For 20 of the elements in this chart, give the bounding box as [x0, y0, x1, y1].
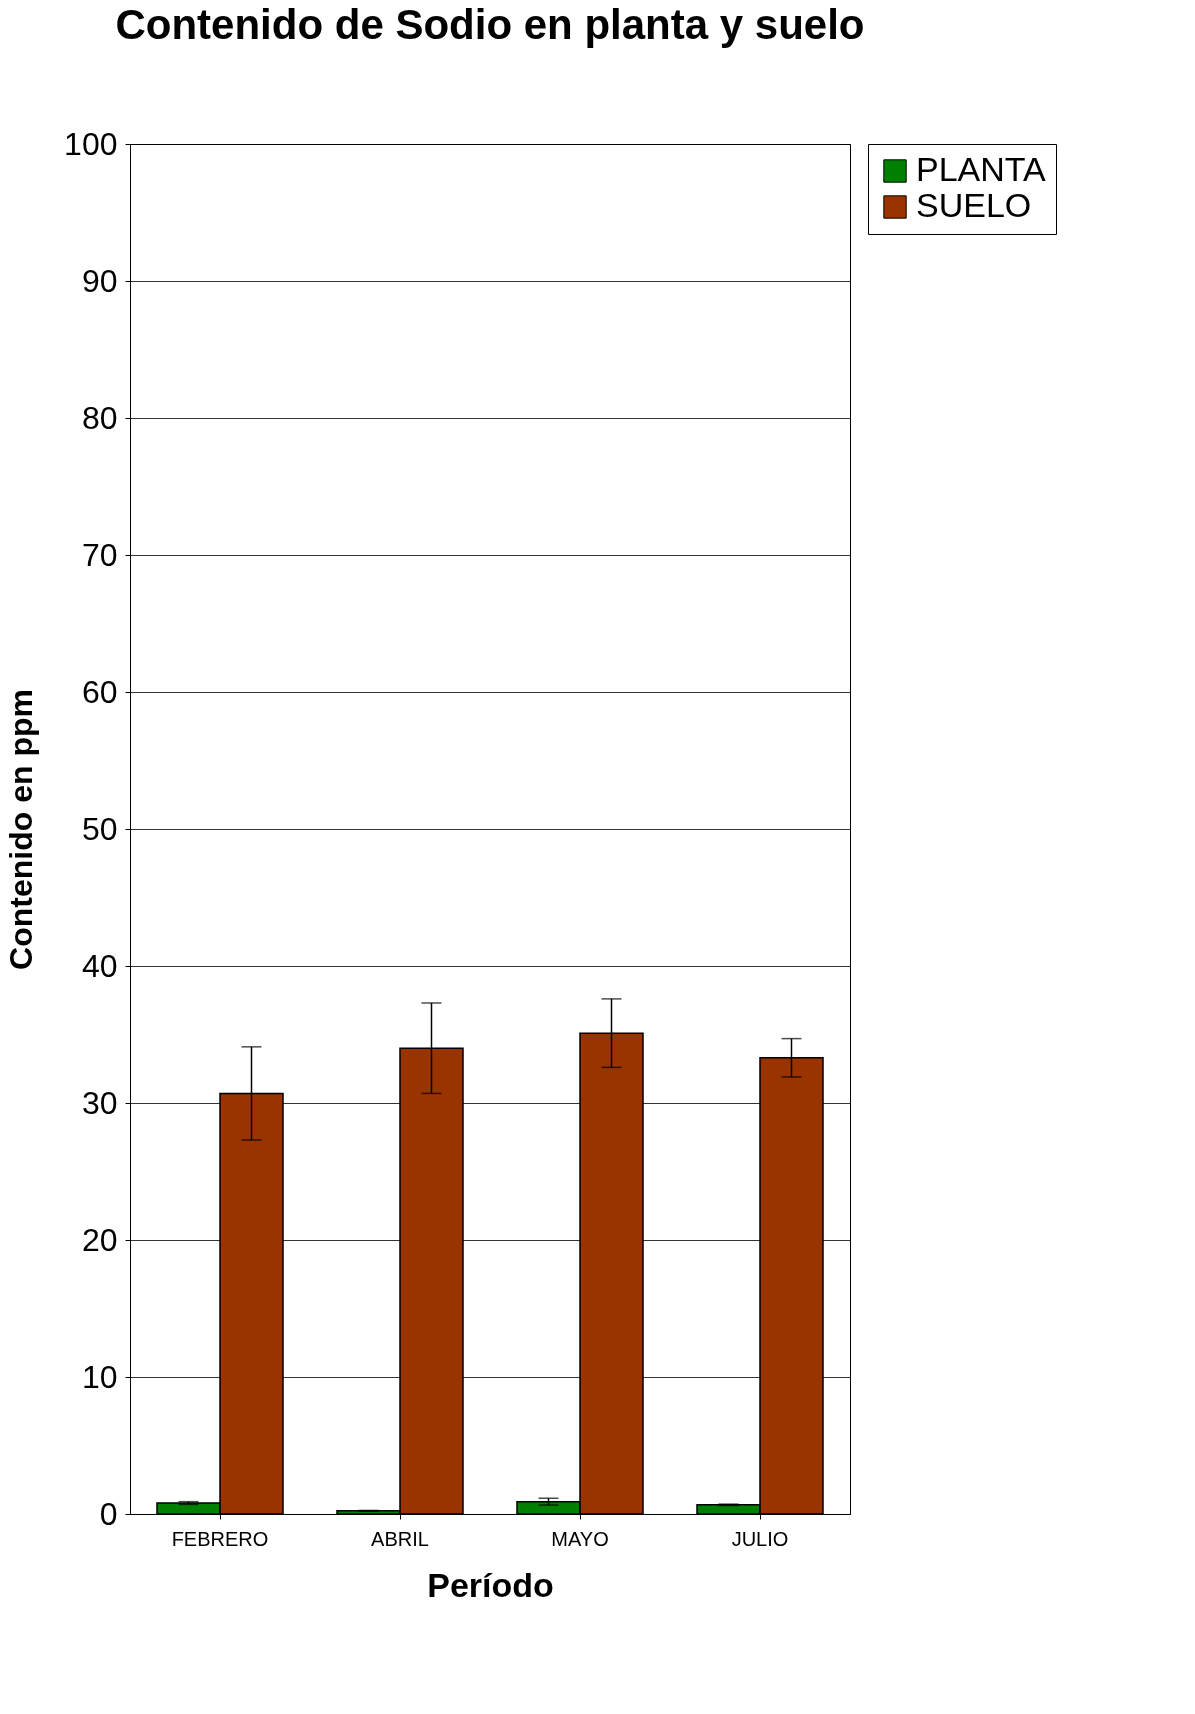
y-axis-title: Contenido en ppm — [3, 689, 40, 970]
y-tick-label: 60 — [81, 673, 118, 710]
y-tick-label: 100 — [64, 125, 118, 162]
legend-label: SUELO — [916, 186, 1032, 224]
x-tick-label: MAYO — [551, 1527, 609, 1550]
x-tick-label: FEBRERO — [171, 1527, 269, 1550]
y-tick-label: 30 — [81, 1084, 118, 1121]
y-tick-label: 50 — [81, 810, 118, 847]
y-tick-label: 40 — [81, 947, 118, 984]
y-tick-label: 10 — [81, 1358, 118, 1395]
legend-label: PLANTA — [916, 150, 1047, 188]
y-tick-label: 70 — [81, 536, 118, 573]
y-tick-label: 0 — [99, 1495, 118, 1532]
x-tick-label: JULIO — [731, 1527, 789, 1550]
y-tick-label: 80 — [81, 399, 118, 436]
y-tick-label: 90 — [81, 262, 118, 299]
x-axis-title: Período — [427, 1565, 554, 1604]
y-tick-label: 20 — [81, 1221, 118, 1258]
chart-title: Contenido de Sodio en planta y suelo — [115, 1, 865, 48]
x-tick-label: ABRIL — [371, 1527, 429, 1550]
